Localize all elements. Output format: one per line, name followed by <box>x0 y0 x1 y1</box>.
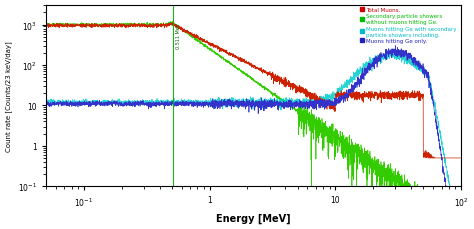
Text: 0.511 MeV: 0.511 MeV <box>176 22 181 48</box>
Legend: Total Muons., Secondary particle showers
without muons hitting Ge., Muons hittin: Total Muons., Secondary particle showers… <box>358 5 458 46</box>
X-axis label: Energy [MeV]: Energy [MeV] <box>216 213 291 224</box>
Y-axis label: Count rate [Counts/23 keV/day]: Count rate [Counts/23 keV/day] <box>6 41 12 151</box>
